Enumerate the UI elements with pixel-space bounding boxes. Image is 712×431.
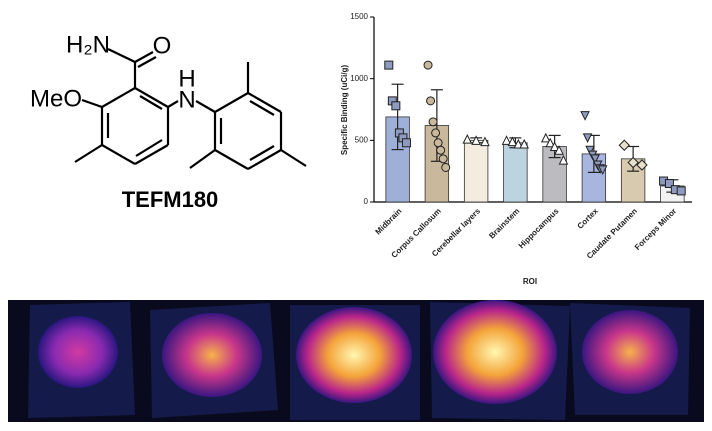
x-tick-label: Forceps Minor bbox=[633, 207, 678, 252]
data-point bbox=[433, 138, 443, 148]
bar-chart: ROI Specific Binding (uCi/g) 0 500 1000 150… bbox=[340, 12, 692, 286]
data-point bbox=[627, 156, 639, 169]
oxygen-label: O bbox=[153, 32, 172, 59]
data-point bbox=[501, 135, 512, 145]
data-point bbox=[507, 136, 518, 147]
data-point bbox=[590, 154, 600, 164]
data-point bbox=[480, 136, 490, 147]
data-point bbox=[436, 145, 446, 155]
data-point bbox=[441, 162, 451, 172]
data-point bbox=[431, 128, 441, 138]
data-point bbox=[391, 101, 401, 111]
brain-section bbox=[433, 300, 557, 404]
data-point bbox=[676, 186, 686, 196]
methoxy-label: MeO bbox=[30, 85, 82, 112]
data-point bbox=[471, 135, 481, 145]
compound-name: TEFM180 bbox=[122, 187, 219, 212]
x-tick-label: Cortex bbox=[575, 206, 600, 231]
x-tick-label: Midbrain bbox=[374, 206, 404, 236]
brain-section bbox=[296, 307, 412, 403]
bar bbox=[463, 139, 489, 203]
data-point bbox=[554, 145, 564, 155]
brain-section bbox=[162, 313, 262, 397]
x-tick-label: Brainstem bbox=[487, 207, 521, 241]
brain-section bbox=[38, 316, 118, 388]
data-point bbox=[636, 159, 648, 171]
x-axis-label: ROI bbox=[523, 277, 537, 286]
hydrogen-label: H bbox=[178, 65, 195, 92]
y-tick-label: 1000 bbox=[350, 74, 368, 83]
data-point bbox=[549, 141, 560, 151]
data-point bbox=[585, 145, 595, 156]
data-point bbox=[423, 60, 433, 70]
data-point bbox=[426, 96, 436, 106]
molecule: H₂N O N H MeO TEFM180 bbox=[30, 31, 307, 212]
amine-label: H₂N bbox=[66, 31, 110, 58]
data-point bbox=[558, 154, 569, 165]
data-point bbox=[582, 133, 593, 143]
data-point bbox=[597, 165, 608, 176]
x-tick-label: Hippocampus bbox=[517, 206, 561, 250]
nitrogen-label: N bbox=[178, 86, 195, 113]
data-point bbox=[618, 139, 631, 151]
data-point bbox=[401, 138, 411, 148]
data-point bbox=[540, 132, 551, 143]
data-point bbox=[513, 138, 524, 149]
data-point bbox=[428, 117, 438, 127]
data-point bbox=[664, 179, 674, 188]
data-point bbox=[462, 133, 473, 144]
y-axis-label: Specific Binding (uCi/g) bbox=[340, 65, 349, 156]
bar bbox=[503, 142, 528, 203]
data-point bbox=[438, 154, 448, 164]
brain-section bbox=[582, 310, 678, 394]
data-point bbox=[519, 138, 530, 149]
data-point bbox=[580, 111, 590, 121]
y-tick-label: 0 bbox=[364, 197, 369, 206]
data-point bbox=[384, 60, 394, 70]
autoradiography bbox=[8, 300, 704, 422]
y-tick-label: 1500 bbox=[350, 12, 368, 21]
data-point bbox=[545, 137, 556, 148]
y-tick-label: 500 bbox=[355, 135, 369, 144]
